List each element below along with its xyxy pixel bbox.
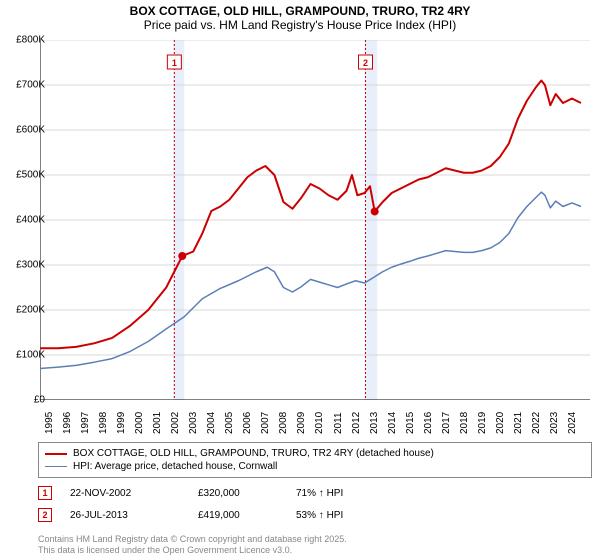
x-tick-label: 2005 [224, 412, 235, 434]
x-tick-label: 2016 [423, 412, 434, 434]
title-sub: Price paid vs. HM Land Registry's House … [0, 18, 600, 32]
legend-box: BOX COTTAGE, OLD HILL, GRAMPOUND, TRURO,… [38, 442, 592, 478]
x-tick-label: 2001 [152, 412, 163, 434]
x-tick-label: 2002 [170, 412, 181, 434]
legend-row-hpi: HPI: Average price, detached house, Corn… [45, 460, 585, 473]
y-tick-label: £500K [16, 170, 45, 181]
x-tick-label: 2024 [567, 412, 578, 434]
x-tick-label: 2006 [242, 412, 253, 434]
x-tick-label: 2007 [260, 412, 271, 434]
x-tick-label: 2014 [387, 412, 398, 434]
svg-text:2: 2 [363, 58, 368, 68]
x-tick-label: 2009 [296, 412, 307, 434]
legend-swatch-property [45, 453, 67, 455]
x-tick-label: 1997 [80, 412, 91, 434]
legend-label-hpi: HPI: Average price, detached house, Corn… [73, 461, 277, 472]
x-tick-label: 2018 [459, 412, 470, 434]
y-tick-label: £700K [16, 80, 45, 91]
attribution-line2: This data is licensed under the Open Gov… [38, 545, 347, 556]
svg-text:1: 1 [172, 58, 177, 68]
chart-container: BOX COTTAGE, OLD HILL, GRAMPOUND, TRURO,… [0, 0, 600, 560]
x-tick-label: 2004 [206, 412, 217, 434]
x-tick-label: 2000 [134, 412, 145, 434]
title-main: BOX COTTAGE, OLD HILL, GRAMPOUND, TRURO,… [0, 4, 600, 18]
event-delta-1: 71% ↑ HPI [296, 488, 343, 499]
legend-label-property: BOX COTTAGE, OLD HILL, GRAMPOUND, TRURO,… [73, 448, 434, 459]
legend-swatch-hpi [45, 466, 67, 467]
legend-row-property: BOX COTTAGE, OLD HILL, GRAMPOUND, TRURO,… [45, 447, 585, 460]
y-tick-label: £200K [16, 305, 45, 316]
y-tick-label: £800K [16, 35, 45, 46]
x-tick-label: 2017 [441, 412, 452, 434]
x-tick-label: 2008 [278, 412, 289, 434]
chart-plot-area: 12 [40, 40, 590, 400]
x-tick-label: 2010 [314, 412, 325, 434]
event-date-2: 26-JUL-2013 [70, 510, 180, 521]
event-date-1: 22-NOV-2002 [70, 488, 180, 499]
y-tick-label: £300K [16, 260, 45, 271]
attribution-line1: Contains HM Land Registry data © Crown c… [38, 534, 347, 545]
event-price-1: £320,000 [198, 488, 278, 499]
x-tick-label: 2022 [531, 412, 542, 434]
x-tick-label: 2021 [513, 412, 524, 434]
x-tick-label: 2019 [477, 412, 488, 434]
x-tick-label: 2023 [549, 412, 560, 434]
y-tick-label: £0 [34, 395, 45, 406]
event-marker-1: 1 [38, 486, 52, 500]
event-price-2: £419,000 [198, 510, 278, 521]
event-marker-2: 2 [38, 508, 52, 522]
x-tick-label: 1996 [62, 412, 73, 434]
x-tick-label: 2011 [333, 412, 344, 434]
x-tick-label: 1998 [98, 412, 109, 434]
y-tick-label: £600K [16, 125, 45, 136]
title-block: BOX COTTAGE, OLD HILL, GRAMPOUND, TRURO,… [0, 4, 600, 32]
y-tick-label: £400K [16, 215, 45, 226]
x-tick-label: 1999 [116, 412, 127, 434]
event-row-2: 2 26-JUL-2013 £419,000 53% ↑ HPI [38, 508, 343, 522]
event-row-1: 1 22-NOV-2002 £320,000 71% ↑ HPI [38, 486, 343, 500]
event-delta-2: 53% ↑ HPI [296, 510, 343, 521]
x-tick-label: 2020 [495, 412, 506, 434]
x-tick-label: 2003 [188, 412, 199, 434]
chart-svg: 12 [40, 40, 590, 400]
x-tick-label: 1995 [44, 412, 55, 434]
attribution-block: Contains HM Land Registry data © Crown c… [38, 534, 347, 556]
x-tick-label: 2013 [369, 412, 380, 434]
y-tick-label: £100K [16, 350, 45, 361]
x-tick-label: 2012 [351, 412, 362, 434]
x-tick-label: 2015 [405, 412, 416, 434]
